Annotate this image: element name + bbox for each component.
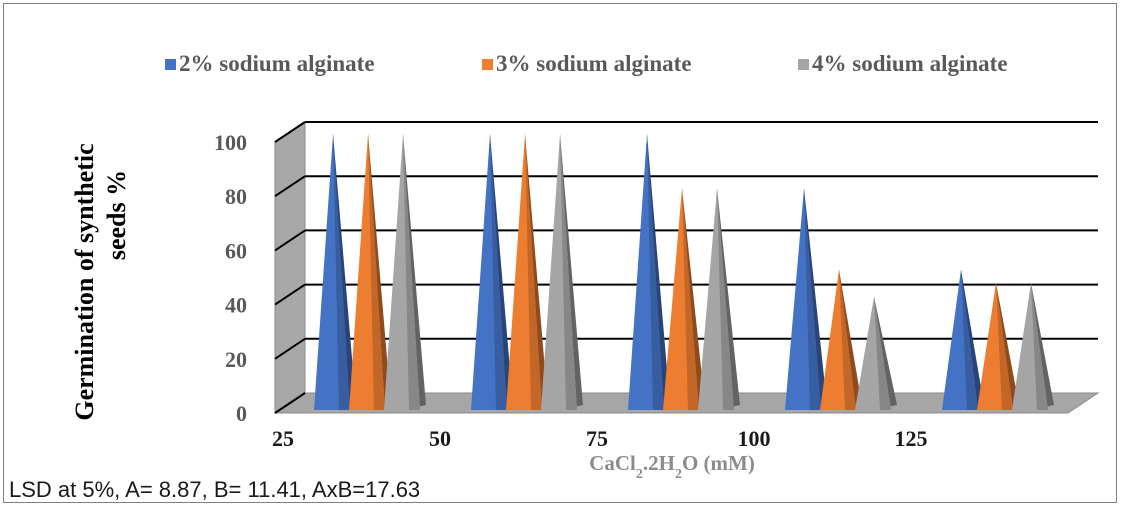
y-tick-label: 80: [225, 184, 247, 209]
cone-highlight: [647, 134, 664, 410]
y-axis-title-line2: seeds %: [102, 170, 131, 260]
x-tick-label: 50: [429, 426, 451, 451]
y-axis-title-line1: Germination of synthetic: [70, 143, 99, 420]
x-tick-label: 125: [895, 426, 928, 451]
x-axis-title-subscript: 2: [675, 467, 682, 482]
y-tick-label: 60: [225, 238, 247, 263]
cone-highlight: [874, 296, 891, 410]
gridline-side: [274, 337, 306, 360]
cone-highlight: [682, 188, 699, 410]
x-axis-title-part: .2H: [643, 451, 675, 475]
cone-highlight: [1031, 283, 1048, 410]
side-wall: [274, 121, 306, 414]
cone-highlight: [490, 134, 507, 410]
cone-highlight: [333, 134, 350, 410]
cone-highlight: [717, 188, 734, 410]
gridline-side: [274, 229, 306, 252]
x-tick-label: 75: [586, 426, 608, 451]
legend-swatch: [482, 59, 493, 70]
x-tick-label: 25: [272, 426, 294, 451]
legend-label: 2% sodium alginate: [179, 51, 375, 76]
y-tick-label: 100: [214, 130, 247, 155]
gridline-side: [274, 175, 306, 198]
y-tick-label: 40: [225, 293, 247, 318]
cone-highlight: [804, 188, 821, 410]
legend-swatch: [165, 59, 176, 70]
y-tick-label: 0: [236, 401, 247, 426]
cone-highlight: [368, 134, 385, 410]
cone-highlight: [961, 269, 978, 410]
cone-highlight: [839, 269, 856, 410]
cone-highlight: [560, 134, 577, 410]
x-axis-title-part: O (mM): [682, 451, 755, 475]
x-tick-label: 100: [738, 426, 771, 451]
y-tick-label: 20: [225, 347, 247, 372]
cone-highlight: [525, 134, 542, 410]
gridline-side: [274, 283, 306, 306]
lsd-footnote: LSD at 5%, A= 8.87, B= 11.41, AxB=17.63: [9, 477, 421, 502]
gridline-side: [274, 121, 306, 143]
legend-label: 4% sodium alginate: [812, 51, 1008, 76]
cone-highlight: [996, 283, 1013, 410]
x-axis-title-subscript: 2: [636, 467, 643, 482]
x-axis-title: CaCl2.2H2O (mM): [589, 451, 755, 482]
legend-label: 3% sodium alginate: [496, 51, 692, 76]
legend-swatch: [798, 59, 809, 70]
cone-highlight: [403, 134, 420, 410]
gridline-side: [274, 392, 306, 414]
x-axis-title-part: CaCl: [589, 451, 636, 475]
